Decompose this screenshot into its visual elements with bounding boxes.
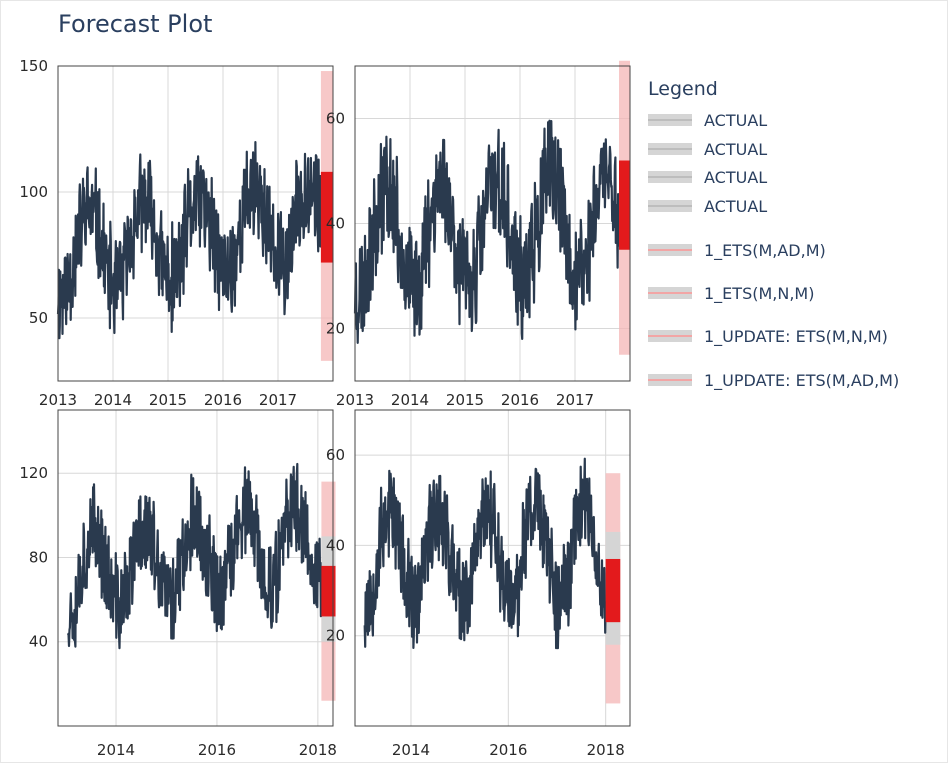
forecast-band: [619, 160, 630, 250]
x-tick-label: 2018: [587, 741, 625, 759]
x-tick-label: 2015: [149, 391, 187, 409]
x-tick-label: 2016: [501, 391, 539, 409]
legend-label: ACTUAL: [704, 167, 768, 187]
legend-item-actual-2[interactable]: ACTUAL: [648, 138, 767, 160]
y-tick-label: 80: [29, 548, 48, 566]
legend-title: Legend: [648, 78, 718, 100]
forecast-band: [321, 565, 336, 617]
x-tick-label: 2015: [446, 391, 484, 409]
x-tick-label: 2017: [259, 391, 297, 409]
plot-frame: [57, 65, 334, 382]
legend-swatch: [648, 330, 692, 342]
y-tick-label: 60: [326, 110, 345, 128]
y-tick-label: 50: [29, 309, 48, 327]
legend-label: 1_UPDATE: ETS(M,N,M): [704, 326, 888, 346]
forecast-band: [605, 558, 621, 623]
x-tick-label: 2014: [391, 391, 429, 409]
panel-bottom-left: 2014 2016 2018 40 80 120: [19, 409, 337, 759]
legend-item-update-ets-m-n-m[interactable]: 1_UPDATE: ETS(M,N,M): [648, 325, 888, 347]
x-tick-label: 2014: [94, 391, 132, 409]
panel-top-left: 2013 2014 2015 2016 2017 50 100 150: [19, 57, 334, 409]
legend-label: 1_ETS(M,N,M): [704, 283, 815, 303]
x-tick-label: 2018: [299, 741, 337, 759]
legend-item-ets-m-ad-m[interactable]: 1_ETS(M,AD,M): [648, 239, 826, 261]
x-tick-label: 2014: [97, 741, 135, 759]
legend-swatch: [648, 287, 692, 299]
legend-swatch: [648, 143, 692, 155]
legend: Legend ACTUAL ACTUAL ACTUAL ACTUAL 1_ETS…: [648, 78, 899, 390]
plot-frame: [354, 65, 631, 382]
panel-bottom-right: 2014 2016 2018 20 40 60: [326, 409, 631, 759]
legend-label: ACTUAL: [704, 196, 768, 216]
x-tick-label: 2013: [336, 391, 374, 409]
legend-item-actual-1[interactable]: ACTUAL: [648, 109, 767, 131]
legend-swatch: [648, 374, 692, 386]
y-tick-label: 40: [326, 215, 345, 233]
x-tick-label: 2013: [39, 391, 77, 409]
legend-item-ets-m-n-m[interactable]: 1_ETS(M,N,M): [648, 282, 814, 304]
actual-series-line: [353, 119, 621, 344]
plot-frame: [57, 409, 334, 727]
x-tick-label: 2016: [198, 741, 236, 759]
legend-label: ACTUAL: [704, 139, 768, 159]
x-tick-label: 2017: [556, 391, 594, 409]
legend-item-actual-4[interactable]: ACTUAL: [648, 195, 767, 217]
actual-series-line: [363, 457, 607, 650]
legend-swatch: [648, 244, 692, 256]
legend-swatch: [648, 200, 692, 212]
legend-item-update-ets-m-ad-m[interactable]: 1_UPDATE: ETS(M,AD,M): [648, 369, 899, 391]
actual-series-line: [56, 141, 322, 340]
actual-series-line: [67, 462, 323, 650]
y-tick-label: 20: [326, 320, 345, 338]
y-tick-label: 100: [19, 183, 48, 201]
y-tick-label: 60: [326, 446, 345, 464]
y-tick-label: 40: [29, 633, 48, 651]
legend-label: ACTUAL: [704, 110, 768, 130]
y-tick-label: 150: [19, 57, 48, 75]
x-tick-label: 2014: [392, 741, 430, 759]
x-tick-label: 2016: [204, 391, 242, 409]
y-tick-label: 20: [326, 627, 345, 645]
plot-frame: [354, 409, 631, 727]
legend-label: 1_UPDATE: ETS(M,AD,M): [704, 370, 900, 390]
x-tick-label: 2016: [489, 741, 527, 759]
forecast-band: [320, 171, 333, 263]
legend-swatch: [648, 171, 692, 183]
y-tick-label: 40: [326, 536, 345, 554]
y-tick-label: 120: [19, 464, 48, 482]
legend-swatch: [648, 114, 692, 126]
panel-top-right: 2013 2014 2015 2016 2017 20 40 60: [326, 60, 631, 409]
legend-label: 1_ETS(M,AD,M): [704, 240, 826, 260]
chart-title: Forecast Plot: [58, 10, 213, 38]
legend-item-actual-3[interactable]: ACTUAL: [648, 166, 767, 188]
